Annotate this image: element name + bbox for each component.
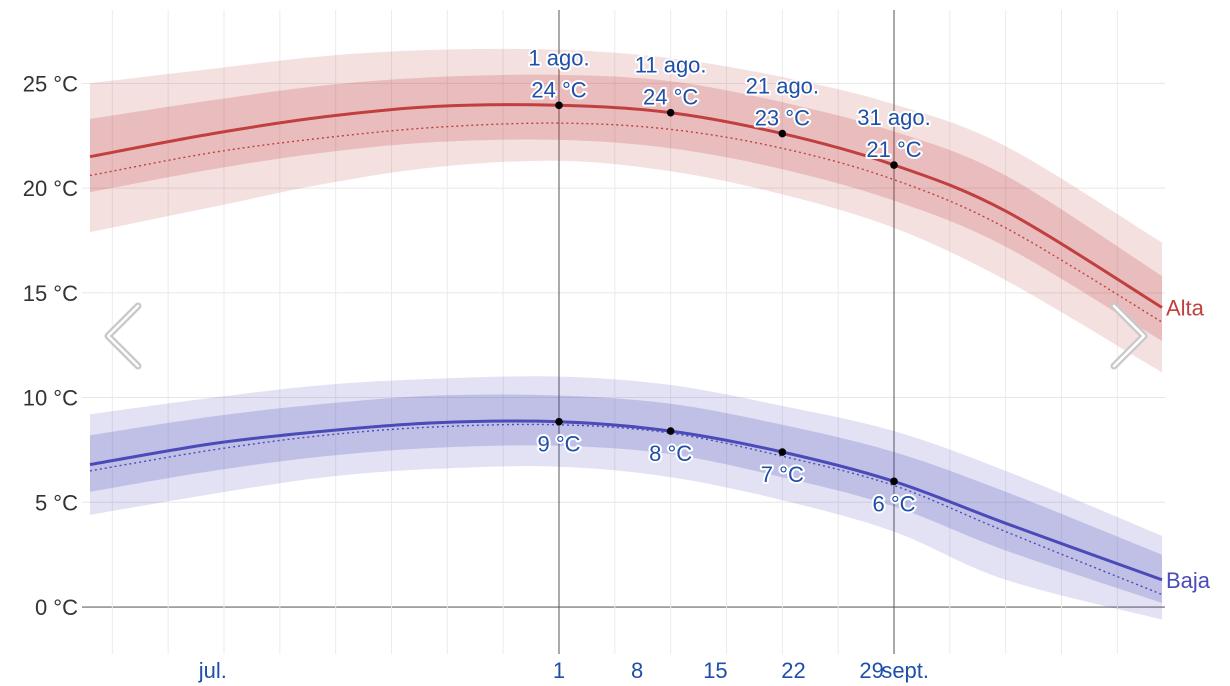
- annotation-value: 23 °C: [755, 106, 810, 131]
- annotation-point: [555, 417, 563, 426]
- annotation-value: 6 °C: [872, 491, 915, 516]
- y-tick-label: 20 °C: [23, 176, 78, 201]
- annotation-value: 21 °C: [866, 137, 921, 162]
- annotation-date: 31 ago.: [857, 105, 930, 130]
- x-tick-label: 8: [631, 658, 643, 683]
- bands: [90, 48, 1162, 620]
- band-p10-p90-alta: [90, 48, 1162, 373]
- x-tick-label: 29: [859, 658, 883, 683]
- series-label-alta: Alta: [1166, 295, 1205, 320]
- y-tick-label: 0 °C: [35, 595, 78, 620]
- annotation-date: 1 ago.: [528, 45, 589, 70]
- mean-line-baja: [89, 419, 1163, 582]
- annotation-point: [890, 161, 898, 169]
- annotation-date: 21 ago.: [746, 74, 819, 99]
- annotation-point: [778, 448, 787, 456]
- prev-button[interactable]: [96, 296, 146, 372]
- annotation-value: 7 °C: [761, 462, 804, 487]
- annotation-point: [890, 477, 898, 486]
- y-tick-label: 25 °C: [23, 71, 78, 96]
- band-p10-p90-baja: [90, 376, 1162, 620]
- band-p25-p75-alta: [90, 74, 1162, 341]
- y-tick-label: 10 °C: [23, 386, 78, 411]
- x-tick-label: 22: [781, 658, 805, 683]
- annotation-value: 8 °C: [649, 441, 692, 466]
- annotation-point: [778, 129, 787, 138]
- median-line-baja: [89, 423, 1163, 596]
- annotation-value: 24 °C: [643, 85, 698, 110]
- x-tick-label: jul.: [198, 658, 227, 683]
- mean-line-alta: [89, 103, 1163, 309]
- y-tick-label: 15 °C: [23, 281, 78, 306]
- x-tick-label: 1: [553, 658, 565, 683]
- x-tick-label: sept.: [881, 658, 929, 683]
- series-lines: [89, 103, 1163, 596]
- annotation-point: [666, 108, 675, 117]
- series-label-baja: Baja: [1166, 568, 1211, 593]
- median-line-alta: [89, 122, 1163, 323]
- y-tick-label: 5 °C: [35, 490, 78, 515]
- band-p25-p75-baja: [90, 394, 1162, 603]
- x-tick-label: 15: [703, 658, 727, 683]
- annotation-value: 24 °C: [531, 77, 586, 102]
- grid: [82, 10, 1165, 654]
- annotation-point: [666, 427, 675, 435]
- annotation-point: [555, 101, 563, 110]
- axes: 0 °C 5 °C 10 °C 15 °C 20 °C 25 °C jul. 1 8 15 22 29…: [23, 71, 1211, 683]
- annotations: 1 ago. 24 °C 11 ago. 24 °C 21 ago. 23 °C 31 ag…: [526, 43, 932, 518]
- annotation-date: 11 ago.: [635, 53, 707, 78]
- annotation-value: 9 °C: [537, 432, 580, 457]
- next-button[interactable]: [1104, 296, 1154, 372]
